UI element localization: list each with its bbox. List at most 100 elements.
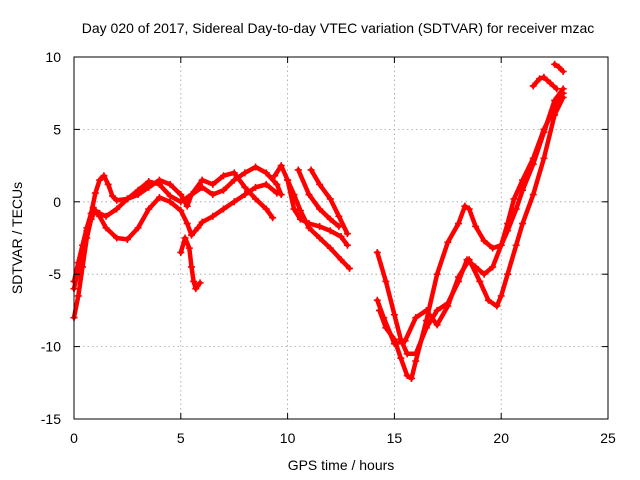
- data-point: [480, 237, 488, 245]
- data-point: [551, 60, 559, 68]
- x-tick-label: 0: [70, 430, 78, 446]
- data-point: [510, 195, 518, 203]
- series-arc-11: [375, 95, 566, 346]
- data-point: [252, 195, 260, 203]
- data-point: [305, 224, 313, 232]
- data-point: [104, 180, 112, 188]
- data-point: [145, 205, 153, 213]
- data-point: [113, 205, 121, 213]
- data-point: [380, 314, 388, 322]
- y-tick-label: 10: [45, 49, 61, 65]
- data-point: [262, 180, 270, 188]
- data-point: [373, 296, 381, 304]
- data-point: [497, 292, 505, 300]
- data-point: [134, 186, 142, 194]
- y-tick-label: -10: [41, 339, 61, 355]
- data-point: [166, 198, 174, 206]
- data-point: [177, 198, 185, 206]
- data-point: [559, 94, 567, 102]
- data-point: [198, 183, 206, 191]
- x-tick-label: 15: [387, 430, 403, 446]
- data-point: [269, 214, 277, 222]
- data-point: [155, 180, 163, 188]
- data-point: [271, 172, 279, 180]
- data-point: [241, 169, 249, 177]
- data-point: [177, 248, 185, 256]
- series-arc-5: [272, 163, 350, 248]
- data-point: [326, 244, 334, 252]
- data-point: [343, 230, 351, 238]
- data-point: [316, 234, 324, 242]
- series-arc-6: [285, 177, 352, 271]
- data-point: [192, 285, 200, 293]
- data-point: [241, 183, 249, 191]
- x-tick-label: 25: [600, 430, 616, 446]
- data-point: [476, 277, 484, 285]
- data-point: [401, 337, 409, 345]
- data-point: [546, 79, 554, 87]
- data-point: [296, 206, 304, 214]
- data-point: [316, 222, 324, 230]
- data-point: [489, 263, 497, 271]
- data-point: [326, 215, 334, 223]
- data-point: [422, 317, 430, 325]
- y-tick-label: -5: [49, 266, 62, 282]
- data-point: [209, 212, 217, 220]
- data-point: [444, 302, 452, 310]
- data-point: [183, 220, 191, 228]
- data-point: [230, 176, 238, 184]
- data-point: [465, 205, 473, 213]
- data-point: [390, 311, 398, 319]
- data-point: [551, 96, 559, 104]
- series-arc-9: [375, 90, 566, 357]
- y-axis-label: SDTVAR / TECUs: [9, 182, 25, 294]
- data-point: [273, 189, 281, 197]
- x-tick-label: 10: [280, 430, 296, 446]
- data-point: [412, 357, 420, 365]
- data-point: [209, 191, 217, 199]
- data-point: [196, 279, 204, 287]
- data-point: [412, 314, 420, 322]
- data-point: [493, 302, 501, 310]
- series-arc-3: [71, 182, 280, 291]
- data-point: [472, 222, 480, 230]
- data-point: [89, 204, 97, 212]
- data-point: [290, 191, 298, 199]
- data-point: [454, 273, 462, 281]
- data-point: [181, 234, 189, 242]
- data-point: [123, 235, 131, 243]
- data-point: [96, 176, 104, 184]
- data-point: [83, 227, 91, 235]
- data-point: [373, 248, 381, 256]
- data-point: [316, 205, 324, 213]
- data-point: [230, 169, 238, 177]
- data-point: [403, 372, 411, 380]
- data-point: [326, 195, 334, 203]
- data-point: [397, 354, 405, 362]
- data-point: [497, 241, 505, 249]
- data-point: [185, 244, 193, 252]
- data-point: [262, 205, 270, 213]
- series-arc-10: [377, 86, 566, 381]
- data-point: [294, 166, 302, 174]
- y-tick-label: 0: [53, 194, 61, 210]
- data-point: [187, 191, 195, 199]
- x-axis-label: GPS time / hours: [288, 457, 395, 473]
- data-point: [407, 374, 415, 382]
- data-point: [551, 111, 559, 119]
- data-point: [512, 205, 520, 213]
- data-point: [177, 206, 185, 214]
- data-point: [553, 85, 561, 93]
- data-point: [166, 180, 174, 188]
- data-point: [326, 227, 334, 235]
- data-point: [390, 340, 398, 348]
- data-point: [512, 241, 520, 249]
- data-point: [540, 154, 548, 162]
- data-point: [484, 296, 492, 304]
- data-point: [220, 186, 228, 194]
- data-point: [209, 180, 217, 188]
- data-point: [346, 264, 354, 272]
- data-point: [403, 350, 411, 358]
- data-point: [155, 193, 163, 201]
- data-point: [307, 166, 315, 174]
